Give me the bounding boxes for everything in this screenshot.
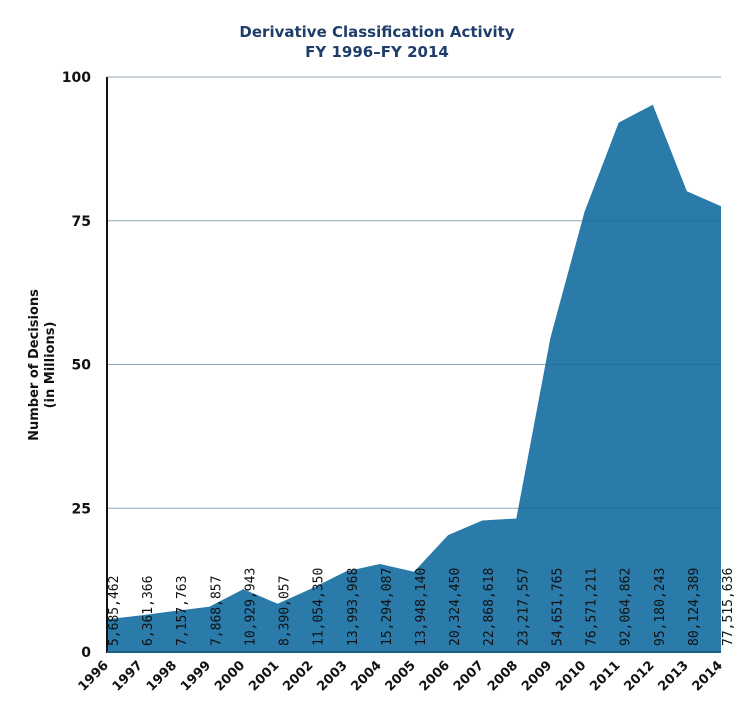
y-axis-label: Number of Decisions	[27, 289, 42, 441]
x-tick-label: 1997	[110, 658, 146, 694]
data-label: 5,685,462	[107, 576, 122, 646]
y-tick-label: 50	[72, 358, 92, 374]
y-tick-label: 25	[72, 501, 91, 517]
data-label: 7,157,763	[175, 576, 190, 646]
x-tick-label: 2008	[485, 658, 521, 694]
y-tick-label: 100	[62, 70, 91, 86]
x-tick-label: 2004	[349, 658, 385, 694]
data-label: 7,868,857	[209, 576, 224, 646]
x-tick-label: 2011	[587, 658, 623, 694]
data-label: 23,217,557	[516, 568, 531, 646]
x-tick-label: 2013	[656, 658, 692, 694]
data-label: 11,054,350	[312, 568, 327, 646]
data-label: 10,929,943	[243, 568, 258, 646]
x-tick-label: 2012	[621, 658, 657, 694]
x-tick-label: 2001	[246, 658, 282, 694]
x-tick-label: 1999	[178, 658, 214, 694]
x-tick-label: 2005	[383, 658, 419, 694]
area-series	[107, 104, 721, 652]
data-label: 80,124,389	[687, 568, 702, 646]
data-label: 76,571,211	[585, 568, 600, 646]
data-label: 15,294,087	[380, 568, 395, 646]
x-tick-label: 2002	[280, 658, 316, 694]
y-tick-label: 0	[81, 645, 91, 661]
y-tick-label: 75	[72, 214, 91, 230]
chart-subtitle: FY 1996–FY 2014	[305, 43, 449, 61]
data-label: 20,324,450	[448, 568, 463, 646]
x-tick-label: 2003	[314, 658, 350, 694]
x-tick-label: 2010	[553, 658, 589, 694]
data-label: 13,993,968	[346, 568, 361, 646]
x-tick-label: 2006	[417, 658, 453, 694]
x-tick-label: 2007	[451, 658, 487, 694]
data-label: 77,515,636	[721, 568, 736, 646]
data-label: 92,064,862	[619, 568, 634, 646]
data-label: 95,180,243	[653, 568, 668, 646]
data-label: 22,868,618	[482, 568, 497, 646]
chart-title: Derivative Classification Activity	[239, 23, 514, 41]
gridlines-overlay	[107, 76, 721, 509]
x-tick-label: 2000	[212, 658, 248, 694]
x-tick-label: 1998	[144, 658, 180, 694]
x-tick-label: 1996	[76, 658, 112, 694]
y-axis-label-sub: (in Millions)	[43, 322, 58, 409]
x-tick-labels: 1996199719981999200020012002200320042005…	[76, 658, 726, 694]
x-tick-label: 2009	[519, 658, 555, 694]
data-labels: 5,685,462 6,361,366 7,157,763 7,868,857 10,9…	[107, 568, 736, 646]
data-label: 8,390,057	[278, 576, 293, 646]
data-label: 54,651,765	[550, 568, 565, 646]
data-label: 6,361,366	[141, 576, 156, 646]
y-tick-labels: 0 25 50 75 100	[62, 70, 91, 661]
x-tick-label: 2014	[690, 658, 726, 694]
data-label: 13,948,140	[414, 568, 429, 646]
